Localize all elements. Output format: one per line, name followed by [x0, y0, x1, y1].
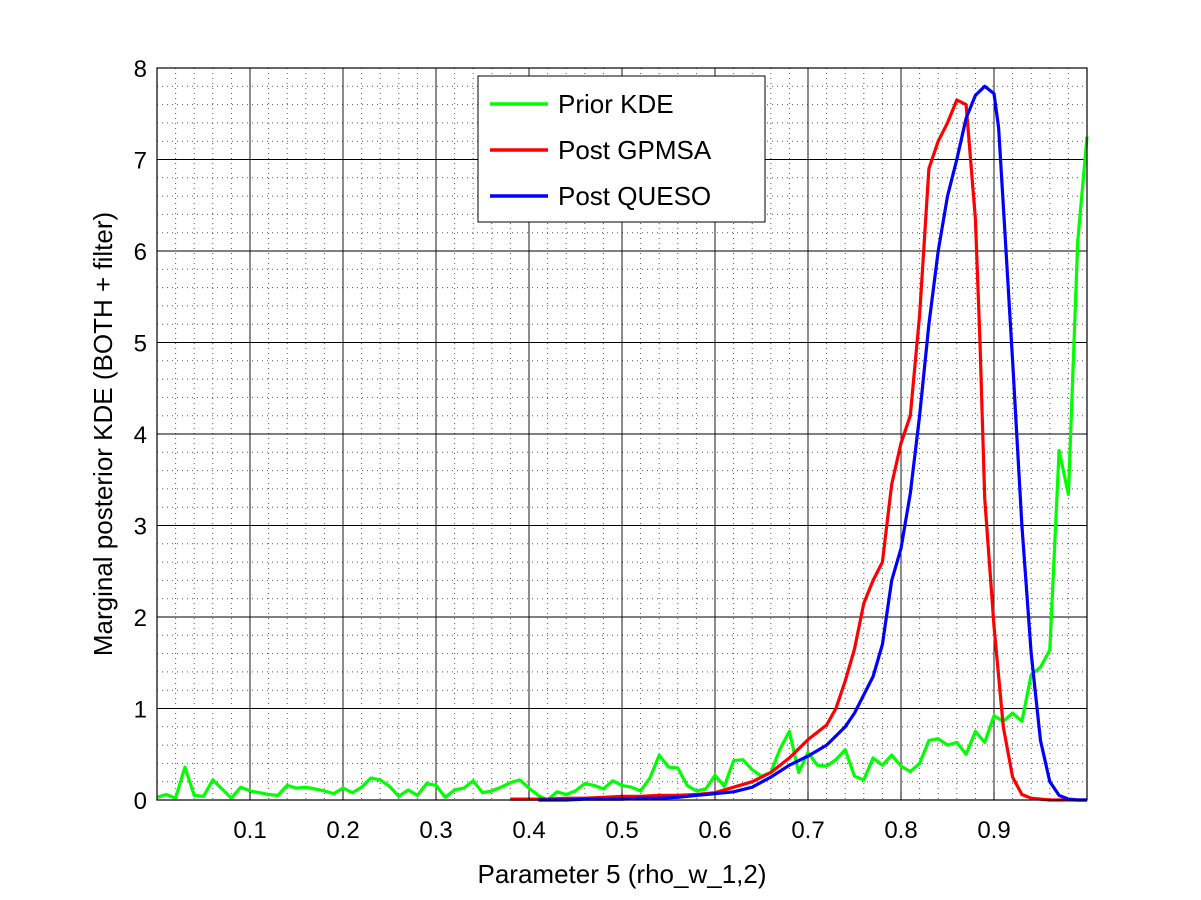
y-tick-label: 2 [134, 605, 147, 632]
x-axis-ticks: 0.1 0.2 0.3 0.4 0.5 0.6 0.7 0.8 0.9 [233, 792, 1011, 844]
x-tick-label: 0.2 [326, 817, 359, 844]
y-tick-label: 0 [134, 788, 147, 815]
x-tick-label: 0.1 [233, 817, 266, 844]
series-layer [156, 84, 1089, 802]
series-line-post-queso [538, 84, 1087, 802]
x-axis-label: Parameter 5 (rho_w_1,2) [477, 859, 766, 889]
x-tick-label: 0.7 [791, 817, 824, 844]
y-tick-label: 4 [134, 422, 147, 449]
y-tick-label: 7 [134, 148, 147, 175]
x-tick-label: 0.8 [884, 817, 917, 844]
series-line-post-gpmsa [510, 98, 1087, 802]
x-tick-label: 0.3 [419, 817, 452, 844]
y-tick-label: 5 [134, 331, 147, 358]
legend-label-post-queso: Post QUESO [558, 181, 711, 211]
y-tick-label: 6 [134, 239, 147, 266]
y-tick-label: 8 [134, 56, 147, 83]
legend: Prior KDE Post GPMSA Post QUESO [477, 75, 766, 223]
x-tick-label: 0.6 [698, 817, 731, 844]
y-axis-label: Marginal posterior KDE (BOTH + filter) [88, 212, 118, 656]
x-tick-label: 0.4 [512, 817, 545, 844]
legend-label-prior-kde: Prior KDE [558, 89, 674, 119]
y-tick-label: 3 [134, 514, 147, 541]
y-axis-ticks: 0 1 2 3 4 5 6 7 8 [134, 56, 165, 815]
series-line-prior-kde [156, 136, 1089, 802]
y-tick-label: 1 [134, 697, 147, 724]
major-grid [157, 68, 1087, 800]
x-tick-label: 0.5 [605, 817, 638, 844]
x-tick-label: 0.9 [977, 817, 1010, 844]
legend-label-post-gpmsa: Post GPMSA [558, 135, 712, 165]
